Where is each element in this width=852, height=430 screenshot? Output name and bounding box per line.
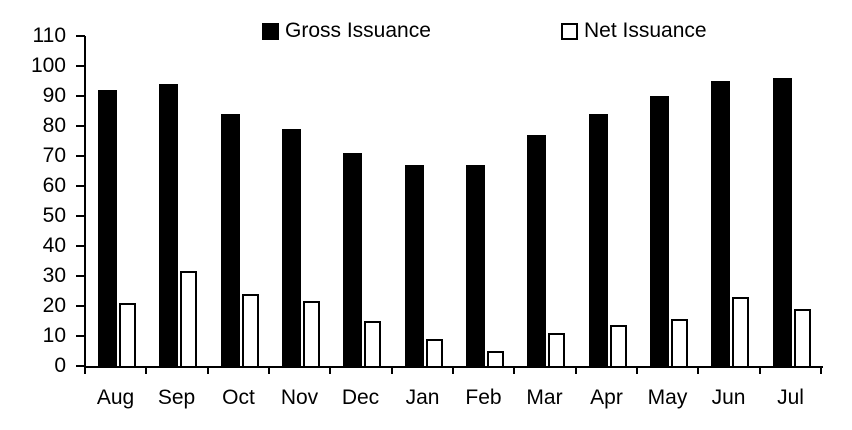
x-axis-label-dec: Dec [341, 386, 380, 409]
bar-gross-issuance-oct [221, 114, 240, 366]
x-axis-tick-1 [145, 366, 147, 374]
bar-net-issuance-aug [119, 303, 136, 366]
x-axis-label-jan: Jan [405, 386, 440, 409]
x-axis-label-jun: Jun [711, 386, 746, 409]
y-axis-tick-30 [76, 275, 85, 277]
bar-gross-issuance-dec [343, 153, 362, 366]
bar-net-issuance-feb [487, 351, 504, 366]
x-axis-label-feb: Feb [465, 386, 502, 409]
bar-gross-issuance-may [650, 96, 669, 366]
legend-item-gross-issuance: Gross Issuance [262, 20, 431, 42]
y-axis-label-90: 90 [42, 84, 66, 107]
x-axis-tick-2 [207, 366, 209, 374]
x-axis-label-jul: Jul [777, 386, 804, 409]
x-axis-label-nov: Nov [280, 386, 319, 409]
x-axis-tick-8 [575, 366, 577, 374]
x-axis-label-apr: Apr [590, 386, 623, 409]
legend-label-gross-issuance: Gross Issuance [285, 19, 431, 42]
y-axis-tick-100 [76, 65, 85, 67]
y-axis-tick-40 [76, 245, 85, 247]
x-axis-tick-12 [820, 366, 822, 374]
x-axis-tick-3 [268, 366, 270, 374]
x-axis-tick-10 [697, 366, 699, 374]
y-axis-line [84, 36, 86, 368]
bar-gross-issuance-jun [711, 81, 730, 366]
legend-label-net-issuance: Net Issuance [584, 19, 707, 42]
y-axis-label-60: 60 [42, 174, 66, 197]
y-axis-label-20: 20 [42, 294, 66, 317]
x-axis-label-sep: Sep [157, 386, 196, 409]
bar-net-issuance-oct [242, 294, 259, 366]
x-axis-tick-6 [452, 366, 454, 374]
legend-item-net-issuance: Net Issuance [561, 20, 707, 42]
x-axis-tick-7 [513, 366, 515, 374]
y-axis-tick-90 [76, 95, 85, 97]
bar-net-issuance-dec [364, 321, 381, 366]
x-axis-tick-0 [84, 366, 86, 374]
y-axis-label-50: 50 [42, 204, 66, 227]
y-axis-tick-50 [76, 215, 85, 217]
y-axis-tick-70 [76, 155, 85, 157]
y-axis-tick-10 [76, 335, 85, 337]
x-axis-label-may: May [647, 386, 688, 409]
y-axis-label-100: 100 [30, 54, 66, 77]
bar-gross-issuance-jan [405, 165, 424, 366]
bar-net-issuance-jan [426, 339, 443, 366]
bar-net-issuance-nov [303, 301, 320, 366]
gross-issuance-swatch-icon [262, 22, 279, 40]
y-axis-tick-80 [76, 125, 85, 127]
bar-net-issuance-sep [180, 271, 197, 366]
y-axis-tick-0 [76, 365, 85, 367]
bar-net-issuance-apr [610, 325, 627, 366]
x-axis-label-mar: Mar [526, 386, 563, 409]
y-axis-tick-60 [76, 185, 85, 187]
y-axis-label-40: 40 [42, 234, 66, 257]
x-axis-tick-11 [759, 366, 761, 374]
bar-gross-issuance-jul [773, 78, 792, 366]
y-axis-label-10: 10 [42, 324, 66, 347]
x-axis-tick-4 [329, 366, 331, 374]
bar-gross-issuance-apr [589, 114, 608, 366]
bar-net-issuance-may [671, 319, 688, 366]
bar-gross-issuance-mar [527, 135, 546, 366]
x-axis-label-oct: Oct [222, 386, 255, 409]
y-axis-label-110: 110 [32, 24, 66, 47]
bar-gross-issuance-feb [466, 165, 485, 366]
net-issuance-swatch-icon [561, 22, 578, 40]
x-axis-tick-5 [391, 366, 393, 374]
y-axis-label-70: 70 [42, 144, 66, 167]
bar-net-issuance-jul [794, 309, 811, 366]
x-axis-label-aug: Aug [96, 386, 135, 409]
y-axis-label-80: 80 [42, 114, 66, 137]
bar-gross-issuance-nov [282, 129, 301, 366]
y-axis-tick-110 [76, 35, 85, 37]
y-axis-label-0: 0 [54, 354, 66, 377]
y-axis-tick-20 [76, 305, 85, 307]
y-axis-label-30: 30 [42, 264, 66, 287]
bar-net-issuance-jun [732, 297, 749, 366]
bar-gross-issuance-sep [159, 84, 178, 366]
x-axis-tick-9 [636, 366, 638, 374]
bar-gross-issuance-aug [98, 90, 117, 366]
bar-net-issuance-mar [548, 333, 565, 366]
